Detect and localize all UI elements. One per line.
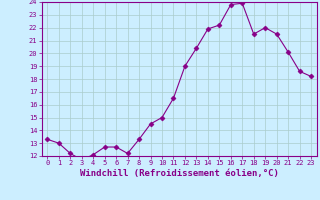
X-axis label: Windchill (Refroidissement éolien,°C): Windchill (Refroidissement éolien,°C) [80,169,279,178]
